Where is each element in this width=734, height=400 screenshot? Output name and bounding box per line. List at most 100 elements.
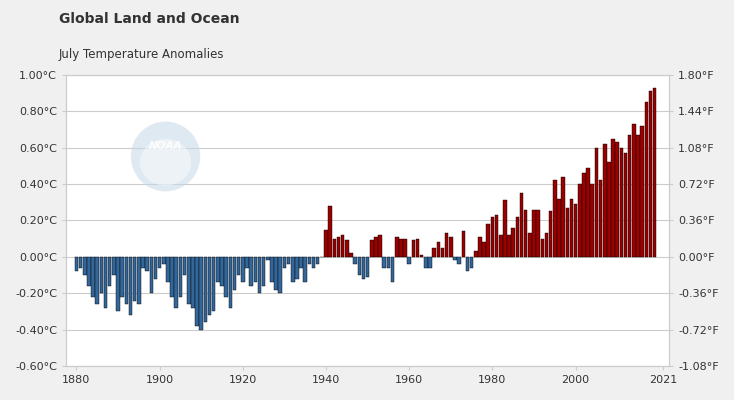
Bar	[624, 153, 628, 257]
Bar	[619, 148, 623, 257]
Bar	[333, 239, 336, 257]
Bar	[499, 235, 503, 257]
Bar	[108, 257, 112, 286]
Bar	[183, 257, 186, 275]
Bar	[512, 228, 515, 257]
Bar	[266, 257, 269, 260]
Bar	[120, 257, 124, 297]
Bar	[362, 257, 366, 279]
Bar	[228, 257, 232, 308]
Bar	[91, 257, 95, 297]
Bar	[382, 257, 386, 268]
Bar	[112, 257, 116, 275]
Bar	[553, 180, 556, 257]
Bar	[432, 248, 436, 257]
Bar	[570, 199, 573, 257]
Bar	[170, 257, 174, 297]
Bar	[312, 257, 316, 268]
Bar	[603, 144, 606, 257]
Bar	[145, 257, 149, 272]
Bar	[565, 208, 569, 257]
Bar	[595, 148, 598, 257]
Bar	[582, 173, 586, 257]
Bar	[299, 257, 303, 268]
Bar	[586, 168, 590, 257]
Bar	[644, 102, 648, 257]
Bar	[324, 230, 328, 257]
Bar	[200, 257, 203, 330]
Bar	[562, 177, 565, 257]
Bar	[137, 257, 141, 304]
Bar	[220, 257, 224, 286]
Bar	[208, 257, 211, 315]
Bar	[465, 257, 469, 272]
Bar	[79, 257, 82, 268]
Bar	[150, 257, 153, 293]
Bar	[599, 180, 603, 257]
Bar	[370, 240, 374, 257]
Bar	[412, 240, 415, 257]
Bar	[378, 235, 382, 257]
Bar	[636, 135, 640, 257]
Bar	[233, 257, 236, 290]
Bar	[203, 257, 207, 322]
Bar	[528, 233, 531, 257]
Bar	[116, 257, 120, 312]
Bar	[524, 210, 528, 257]
Bar	[241, 257, 244, 282]
Bar	[270, 257, 274, 282]
Bar	[611, 139, 615, 257]
Bar	[515, 217, 519, 257]
Bar	[100, 257, 103, 293]
Bar	[216, 257, 219, 282]
Bar	[153, 257, 157, 279]
Bar	[545, 233, 548, 257]
Bar	[437, 242, 440, 257]
Bar	[578, 184, 581, 257]
Bar	[607, 162, 611, 257]
Bar	[349, 253, 353, 257]
Bar	[532, 210, 536, 257]
Bar	[133, 257, 137, 300]
Bar	[158, 257, 161, 268]
Bar	[507, 235, 511, 257]
Bar	[478, 237, 482, 257]
Bar	[262, 257, 266, 286]
Bar	[287, 257, 291, 264]
Bar	[87, 257, 91, 286]
Bar	[482, 242, 486, 257]
Bar	[649, 91, 653, 257]
Bar	[653, 88, 656, 257]
Bar	[95, 257, 99, 304]
Bar	[178, 257, 182, 297]
Bar	[390, 257, 394, 282]
Bar	[403, 239, 407, 257]
Bar	[353, 257, 357, 264]
Bar	[212, 257, 216, 312]
Bar	[395, 237, 399, 257]
Bar	[503, 200, 506, 257]
Bar	[490, 217, 494, 257]
Bar	[250, 257, 253, 286]
Bar	[615, 142, 619, 257]
Bar	[291, 257, 294, 282]
Bar	[337, 237, 341, 257]
Bar	[424, 257, 428, 268]
Bar	[341, 235, 344, 257]
Bar	[357, 257, 361, 275]
Bar	[328, 206, 332, 257]
Bar	[557, 199, 561, 257]
Bar	[308, 257, 311, 264]
Bar	[540, 239, 544, 257]
Bar	[628, 135, 631, 257]
Bar	[428, 257, 432, 268]
Text: NOAA: NOAA	[149, 141, 182, 151]
Bar	[166, 257, 170, 282]
Bar	[420, 255, 424, 257]
Bar	[258, 257, 261, 293]
Bar	[83, 257, 87, 275]
Bar	[283, 257, 286, 268]
Ellipse shape	[140, 139, 191, 186]
Bar	[366, 257, 369, 277]
Bar	[275, 257, 278, 290]
